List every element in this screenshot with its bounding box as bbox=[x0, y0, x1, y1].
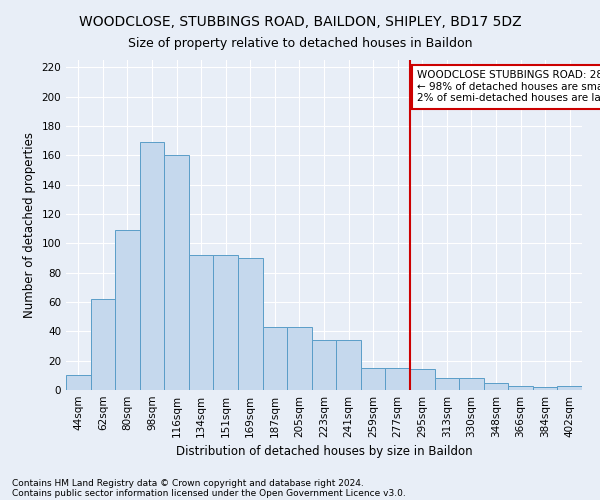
Bar bbox=[263, 327, 287, 390]
Bar bbox=[287, 327, 312, 390]
Text: WOODCLOSE, STUBBINGS ROAD, BAILDON, SHIPLEY, BD17 5DZ: WOODCLOSE, STUBBINGS ROAD, BAILDON, SHIP… bbox=[79, 15, 521, 29]
Bar bbox=[557, 386, 582, 390]
Bar bbox=[459, 378, 484, 390]
Text: Size of property relative to detached houses in Baildon: Size of property relative to detached ho… bbox=[128, 38, 472, 51]
Y-axis label: Number of detached properties: Number of detached properties bbox=[23, 132, 36, 318]
Bar bbox=[189, 255, 214, 390]
Bar bbox=[484, 382, 508, 390]
Bar bbox=[434, 378, 459, 390]
Bar bbox=[533, 387, 557, 390]
Bar bbox=[336, 340, 361, 390]
Bar bbox=[140, 142, 164, 390]
Bar bbox=[91, 299, 115, 390]
Bar bbox=[214, 255, 238, 390]
Bar bbox=[410, 370, 434, 390]
Bar bbox=[361, 368, 385, 390]
Bar bbox=[508, 386, 533, 390]
Bar bbox=[238, 258, 263, 390]
Bar bbox=[66, 376, 91, 390]
Bar bbox=[115, 230, 140, 390]
Bar bbox=[164, 156, 189, 390]
Text: WOODCLOSE STUBBINGS ROAD: 281sqm
← 98% of detached houses are smaller (840)
2% o: WOODCLOSE STUBBINGS ROAD: 281sqm ← 98% o… bbox=[418, 70, 600, 104]
Bar bbox=[385, 368, 410, 390]
X-axis label: Distribution of detached houses by size in Baildon: Distribution of detached houses by size … bbox=[176, 446, 472, 458]
Text: Contains HM Land Registry data © Crown copyright and database right 2024.: Contains HM Land Registry data © Crown c… bbox=[12, 478, 364, 488]
Text: Contains public sector information licensed under the Open Government Licence v3: Contains public sector information licen… bbox=[12, 488, 406, 498]
Bar bbox=[312, 340, 336, 390]
